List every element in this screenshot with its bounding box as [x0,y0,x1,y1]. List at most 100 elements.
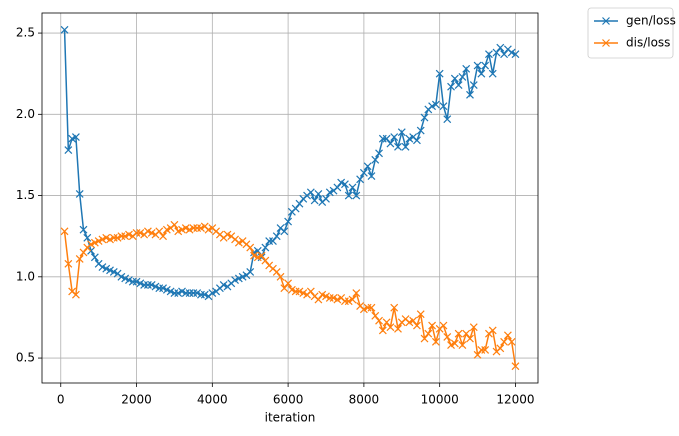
marker [276,272,285,281]
marker [344,191,353,200]
plot-frame [41,12,539,384]
marker [246,268,255,276]
marker [390,133,399,141]
marker [469,323,478,332]
marker [469,81,478,89]
x-tick-label: 4000 [197,393,228,407]
marker [193,224,202,232]
marker [280,284,289,293]
y-tick-label: 1.5 [16,188,35,202]
marker [481,346,490,354]
marker [386,139,395,148]
marker [75,190,84,198]
marker [378,326,387,335]
marker [170,289,179,297]
marker [75,255,84,263]
marker [90,253,99,262]
marker [413,321,421,330]
marker [310,196,319,205]
marker [375,149,383,158]
marker [492,48,501,57]
y-tick-label: 2.5 [16,26,35,40]
marker [272,268,281,276]
marker [500,50,509,59]
marker [189,289,198,297]
legend-label: dis/loss [626,36,670,50]
legend-label: gen/loss [626,14,676,28]
marker [132,229,141,237]
marker [443,115,452,124]
marker [477,346,486,354]
marker [155,227,164,236]
marker [170,220,179,229]
marker [481,61,490,70]
marker [507,337,516,346]
x-tick-label: 6000 [273,393,304,407]
marker [409,316,418,325]
marker [371,155,380,164]
marker [477,69,486,78]
marker [71,133,80,141]
marker [284,279,293,288]
marker [64,146,73,154]
marker [371,311,380,320]
marker [60,227,69,236]
marker [348,183,357,192]
marker [503,331,512,340]
marker [143,281,152,289]
y-tick-label: 2.0 [16,107,35,121]
y-tick-label: 1.0 [16,269,35,283]
marker [473,350,482,359]
marker [341,297,349,306]
marker [185,289,194,297]
marker [401,142,410,151]
marker [462,329,471,338]
marker [325,294,334,302]
marker [435,69,444,78]
marker [420,334,429,343]
marker [450,339,459,348]
marker [79,248,88,257]
marker [291,287,300,296]
marker [394,142,402,151]
marker [155,284,164,293]
marker [265,237,274,245]
marker [496,43,505,52]
marker [485,50,493,59]
marker [511,50,520,59]
marker [261,243,270,252]
marker [382,318,391,327]
marker [352,191,361,200]
marker [458,341,467,349]
marker [246,243,255,252]
marker [280,227,289,236]
marker [363,162,372,171]
marker [197,290,205,299]
marker [352,289,361,297]
marker [314,190,323,198]
marker [431,100,440,109]
legend-marker [602,39,610,47]
marker [60,25,69,34]
marker [314,295,323,304]
marker [416,126,425,135]
marker [488,69,497,78]
marker [71,290,80,299]
marker [295,199,304,208]
marker [443,333,452,341]
marker [269,237,277,245]
marker [488,326,497,335]
x-tick-label: 12000 [496,393,534,407]
x-tick-label: 10000 [421,393,459,407]
line [63,29,516,298]
marker [500,337,509,346]
marker [272,232,281,241]
marker [450,74,459,83]
legend-marker [602,17,610,25]
marker [257,251,266,260]
marker [428,321,437,330]
marker [466,90,474,99]
marker [159,232,167,241]
marker [341,180,349,189]
x-axis-label: iteration [265,411,316,425]
